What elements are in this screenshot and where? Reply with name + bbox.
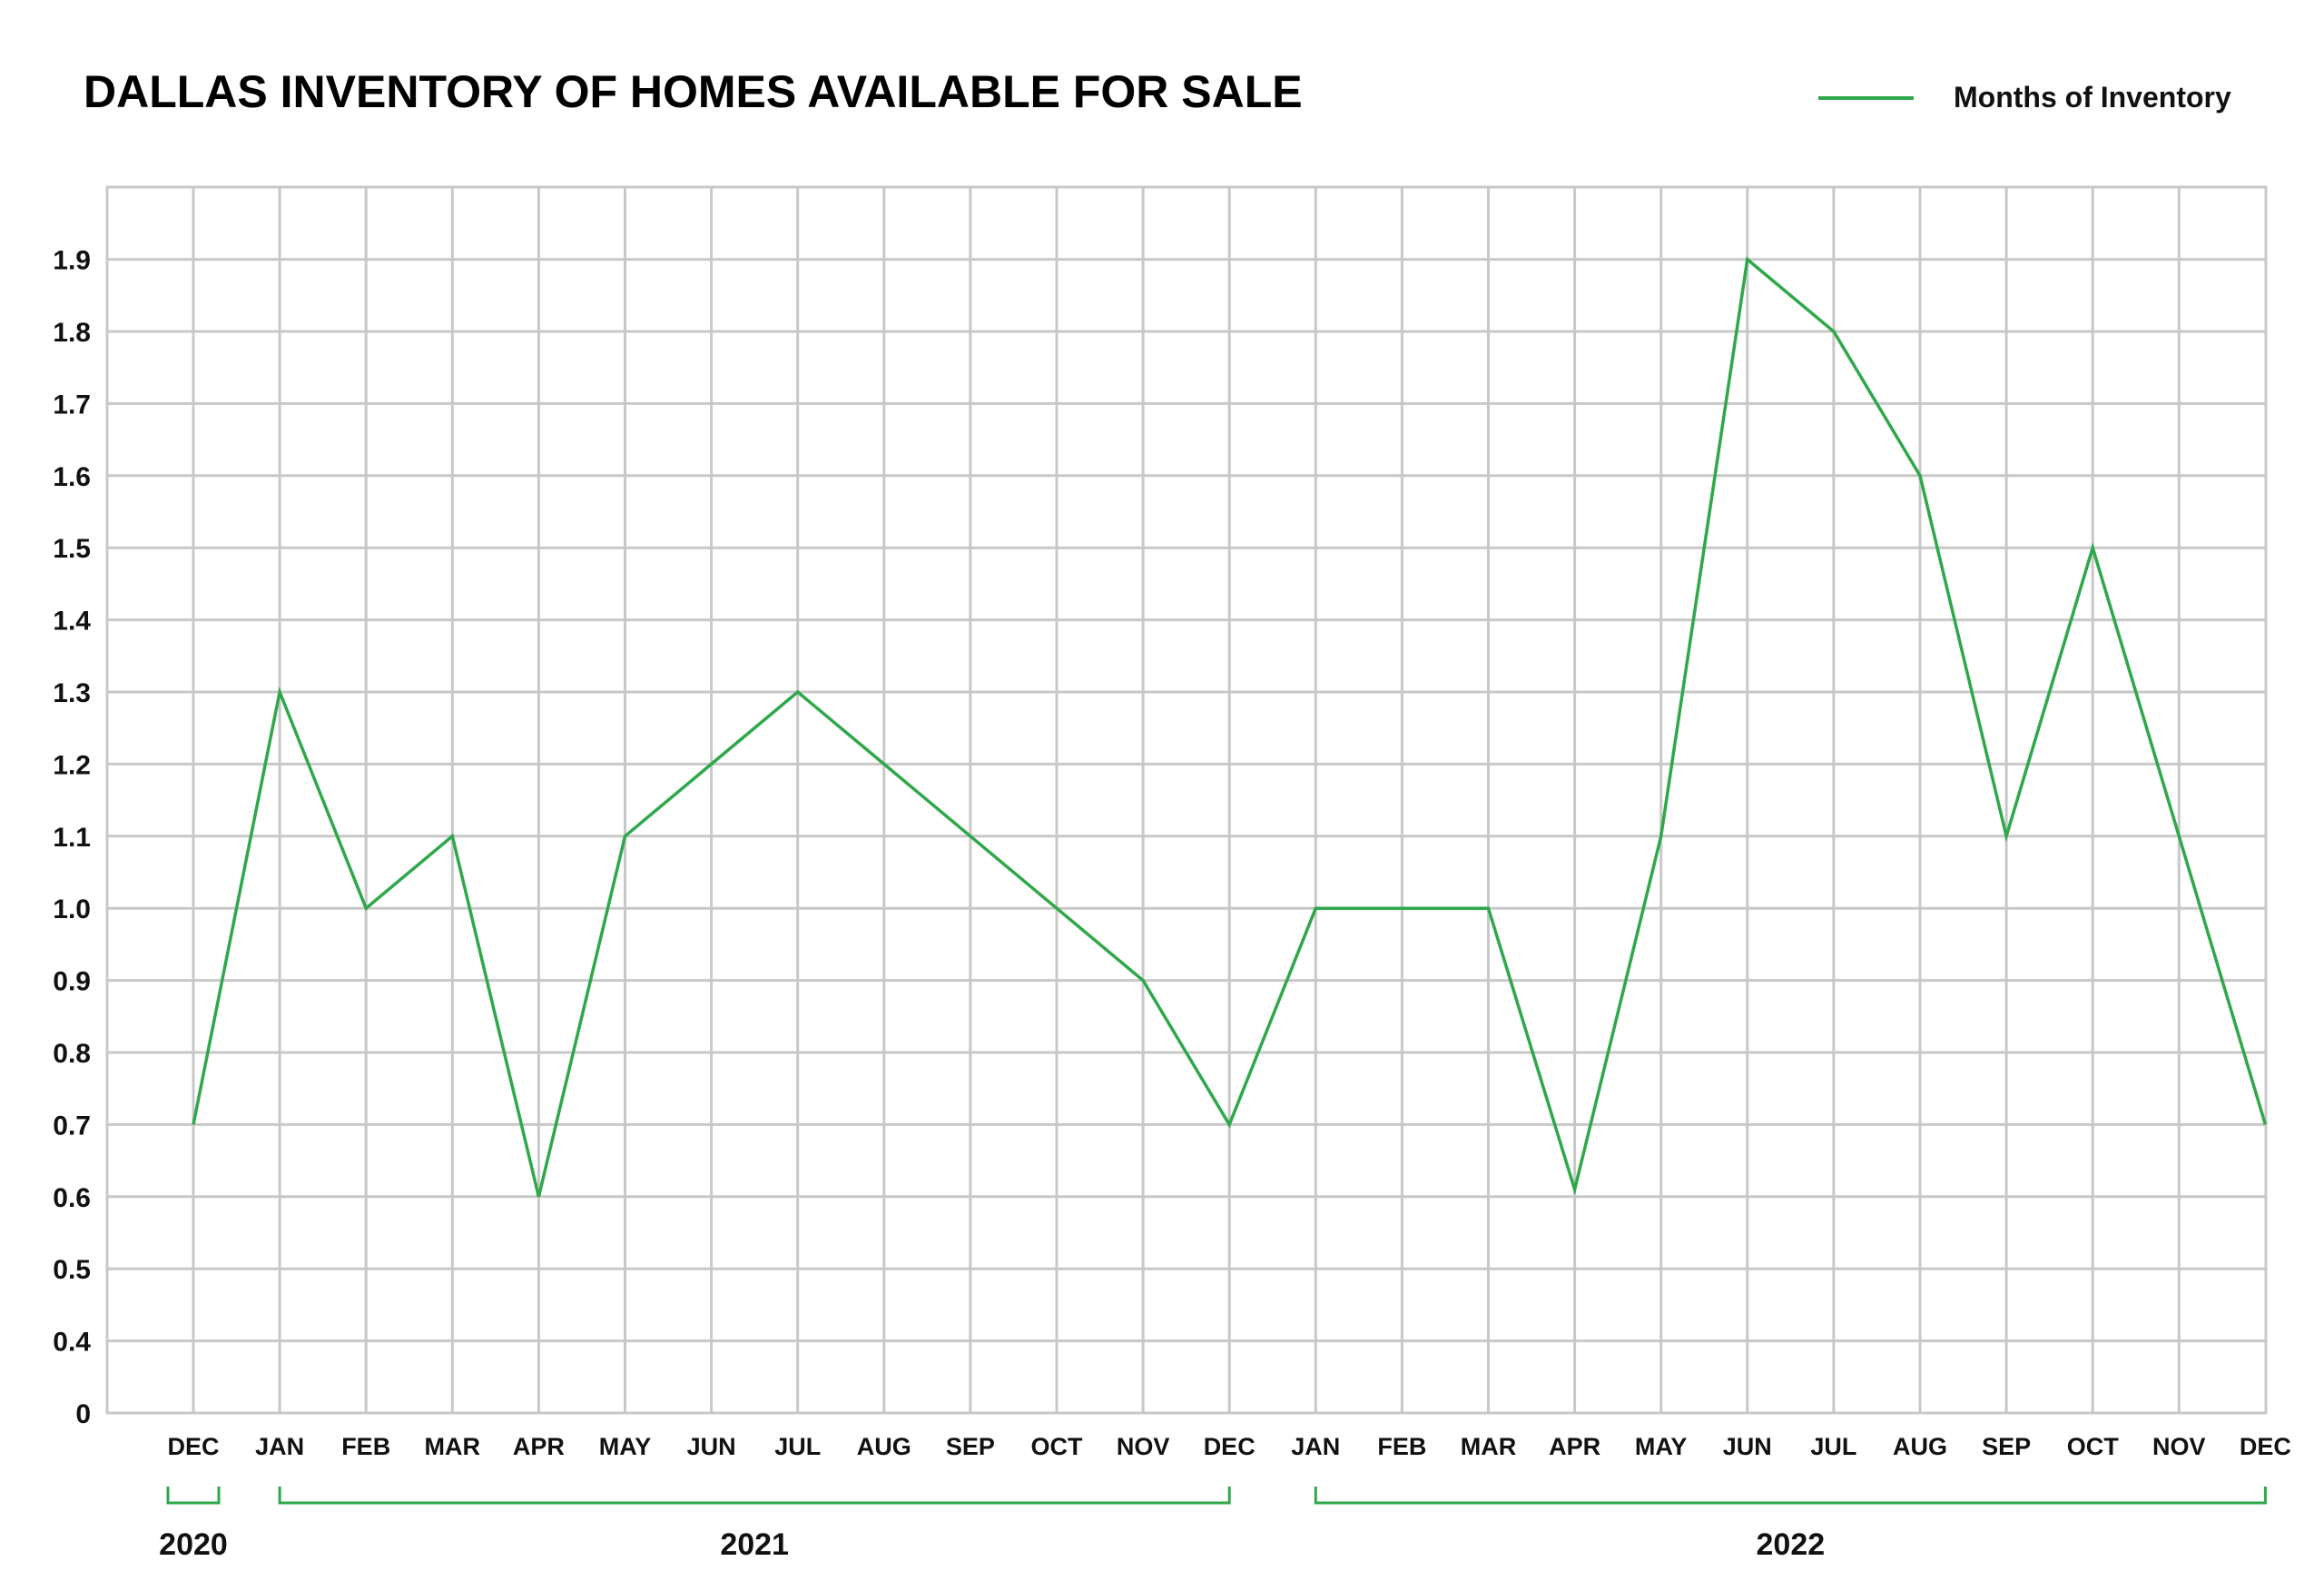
grid xyxy=(105,185,2268,1415)
y-tick-label: 1.1 xyxy=(53,823,91,853)
legend: Months of Inventory xyxy=(1818,81,2231,114)
x-tick-label: APR xyxy=(513,1433,565,1460)
x-tick-label: NOV xyxy=(2152,1433,2206,1460)
x-axis-ticks: DEC JAN FEB MAR APR MAY JUN JUL AUG SEP OCT NOV DEC J… xyxy=(167,1433,2290,1460)
x-tick-label: OCT xyxy=(1031,1433,1084,1460)
y-tick-label: 0.4 xyxy=(53,1328,91,1358)
x-tick-label: SEP xyxy=(946,1433,995,1460)
x-tick-label: JAN xyxy=(255,1433,304,1460)
x-tick-label: FEB xyxy=(1377,1433,1426,1460)
year-label: 2022 xyxy=(1757,1527,1826,1562)
x-tick-label: MAY xyxy=(1635,1433,1688,1460)
x-tick-label: FEB xyxy=(341,1433,390,1460)
y-tick-label: 0.9 xyxy=(53,967,91,997)
y-tick-label: 0.6 xyxy=(53,1183,91,1213)
x-tick-label: JAN xyxy=(1291,1433,1340,1460)
y-tick-label: 1.3 xyxy=(53,678,91,708)
legend-label: Months of Inventory xyxy=(1954,81,2231,114)
year-bracket xyxy=(1314,1487,2267,1505)
x-tick-label: AUG xyxy=(1893,1433,1947,1460)
year-label: 2021 xyxy=(720,1527,789,1562)
x-tick-label: JUL xyxy=(774,1433,821,1460)
y-tick-label: 0.5 xyxy=(53,1255,91,1285)
x-tick-label: JUN xyxy=(687,1433,736,1460)
x-tick-label: MAR xyxy=(425,1433,481,1460)
x-tick-label: NOV xyxy=(1117,1433,1170,1460)
x-tick-label: AUG xyxy=(857,1433,911,1460)
x-tick-label: JUL xyxy=(1810,1433,1856,1460)
y-tick-label: 0 xyxy=(75,1399,91,1429)
x-tick-label: DEC xyxy=(167,1433,219,1460)
y-tick-label: 1.7 xyxy=(53,390,91,420)
y-tick-label: 1.6 xyxy=(53,462,91,492)
year-bracket xyxy=(166,1487,221,1505)
y-tick-label: 1.8 xyxy=(53,318,91,348)
x-tick-label: MAR xyxy=(1461,1433,1517,1460)
x-tick-label: JUN xyxy=(1723,1433,1772,1460)
y-tick-label: 1.4 xyxy=(53,607,91,637)
x-tick-label: APR xyxy=(1549,1433,1600,1460)
y-axis-ticks: 0 0.4 0.5 0.6 0.7 0.8 0.9 1.0 1.1 1.2 1.3 1.4 1.5 1.6… xyxy=(53,246,91,1429)
x-tick-label: DEC xyxy=(2240,1433,2291,1460)
year-brackets: 2020 2021 2022 xyxy=(159,1487,2267,1562)
x-tick-label: SEP xyxy=(1982,1433,2031,1460)
x-tick-label: DEC xyxy=(1204,1433,1256,1460)
y-tick-label: 1.9 xyxy=(53,246,91,276)
y-tick-label: 1.5 xyxy=(53,534,91,564)
plot-frame xyxy=(105,185,2268,1415)
year-label: 2020 xyxy=(159,1527,228,1562)
series-layer xyxy=(192,256,2268,1198)
chart-title: DALLAS INVENTORY OF HOMES AVAILABLE FOR … xyxy=(84,66,1303,117)
x-tick-label: MAY xyxy=(599,1433,652,1460)
year-bracket xyxy=(278,1487,1231,1505)
x-tick-label: OCT xyxy=(2067,1433,2120,1460)
y-tick-label: 1.2 xyxy=(53,750,91,780)
y-tick-label: 0.7 xyxy=(53,1111,91,1141)
y-tick-label: 1.0 xyxy=(53,894,91,924)
y-tick-label: 0.8 xyxy=(53,1039,91,1069)
